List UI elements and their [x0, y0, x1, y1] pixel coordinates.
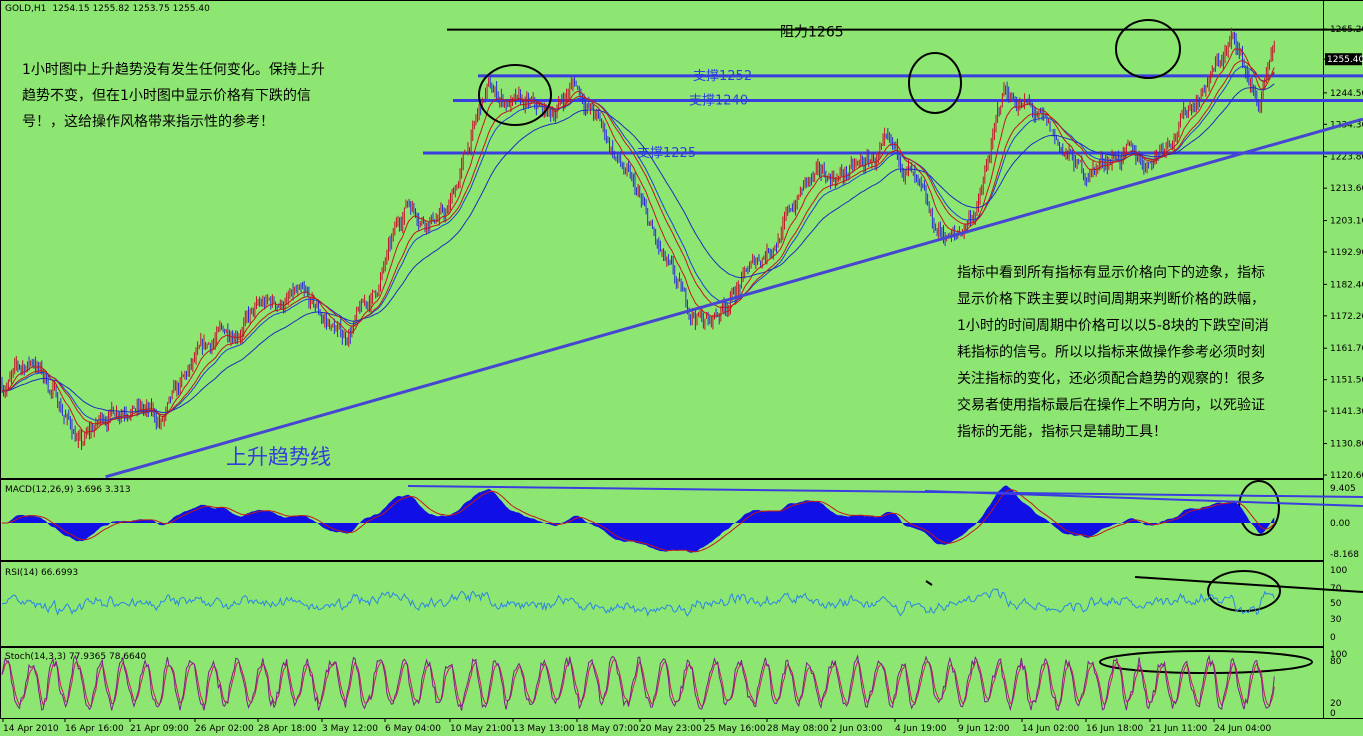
price-tick-label: 1192.90 — [1330, 248, 1363, 258]
stochastic-lines — [1, 654, 1275, 712]
time-tick-label: 21 Apr 09:00 — [130, 724, 189, 734]
indicator-tick-label: 100 — [1330, 650, 1347, 660]
time-tick-label: 10 May 21:00 — [450, 724, 512, 734]
time-tick-label: 28 May 08:00 — [767, 724, 829, 734]
indicator-tick-label: 9.405 — [1330, 484, 1356, 494]
rsi-mark — [925, 580, 933, 586]
note-line: 趋势不变，但在1小时图中显示价格有下跌的信 — [22, 88, 311, 104]
highlight-circle — [478, 64, 552, 126]
note-line: 指标的无能，指标只是辅助工具！ — [957, 424, 1167, 440]
indicator-tick-label: 0 — [1330, 633, 1336, 643]
ma-slow-line — [2, 83, 1275, 414]
level-label: 支撑1252 — [693, 69, 752, 84]
macd-trend-line — [924, 490, 1363, 507]
indicator-tick-label: 0.00 — [1330, 519, 1350, 529]
macd-trend-line — [407, 485, 1363, 498]
stoch-signal-line — [1, 659, 1275, 708]
rsi-series — [1, 588, 1275, 617]
stoch-panel[interactable] — [1, 648, 1323, 718]
rsi-panel[interactable] — [1, 562, 1323, 646]
time-tick-label: 9 Jun 12:00 — [958, 724, 1010, 734]
ma-slow-red-line — [1, 60, 1275, 425]
indicator-tick-label: 100 — [1330, 566, 1347, 576]
uptrend-line-stroke — [105, 117, 1363, 479]
time-tick-label: 28 Apr 18:00 — [258, 724, 317, 734]
rsi-title: RSI(14) 66.6993 — [5, 568, 78, 578]
price-tick-label: 1130.80 — [1330, 440, 1363, 450]
time-tick-label: 16 Jun 18:00 — [1086, 724, 1143, 734]
highlight-circle — [1115, 19, 1181, 79]
uptrend-line-label: 上升趋势线 — [226, 445, 331, 469]
indicator-tick-label: 70 — [1330, 584, 1342, 594]
time-tick-label: 20 May 23:00 — [640, 724, 702, 734]
current-price-tag: 1255.40 — [1325, 53, 1363, 66]
time-axis-labels: 14 Apr 2010 16 Apr 16:00 21 Apr 09:00 26 Ap… — [2, 718, 1271, 734]
highlight-circle — [908, 52, 962, 114]
indicator-tick-label: 0 — [1330, 709, 1336, 719]
moving-average-lines — [1, 48, 1275, 433]
indicator-tick-label: -8.168 — [1330, 550, 1359, 560]
price-tick-label: 1151.50 — [1330, 376, 1363, 386]
time-tick-label: 3 May 12:00 — [322, 724, 378, 734]
price-tick-label: 1161.70 — [1330, 344, 1363, 354]
price-tick-label: 1213.60 — [1330, 184, 1363, 194]
price-tick-label: 1244.50 — [1330, 89, 1363, 99]
price-tick-label: 1120.60 — [1330, 471, 1363, 481]
stoch-title: Stoch(14,3,3) 77.9365 78.6640 — [5, 652, 146, 662]
note-line: 显示价格下跌主要以时间周期来判断价格的跌幅， — [957, 292, 1265, 308]
note-line: 关注指标的变化，还必须配合趋势的观察的！很多 — [957, 370, 1265, 387]
rsi-line — [1, 576, 1363, 617]
price-tick-label: 1172.20 — [1330, 312, 1363, 322]
price-tick-label: 1141.30 — [1330, 407, 1363, 417]
time-tick-label: 24 Jun 04:00 — [1214, 724, 1271, 734]
macd-histogram — [2, 485, 1363, 553]
note-line: 指标中看到所有指标有显示价格向下的迹象，指标 — [957, 265, 1265, 281]
time-tick-label: 13 May 13:00 — [513, 724, 575, 734]
level-label: 支撑1225 — [637, 146, 696, 161]
time-axis — [0, 719, 1363, 736]
price-tick-label: 1223.80 — [1330, 153, 1363, 163]
time-tick-label: 16 Apr 16:00 — [65, 724, 124, 734]
rsi-trend-line — [1134, 576, 1363, 593]
highlight-circles — [478, 19, 1313, 674]
time-tick-label: 6 May 04:00 — [385, 724, 441, 734]
stoch-main-line — [1, 654, 1275, 712]
note-line: 1小时图中上升趋势没有发生任何变化。保持上升 — [22, 62, 325, 78]
symbol-title: GOLD,H1 1254.15 1255.82 1253.75 1255.40 — [5, 4, 210, 14]
price-tick-label: 1182.40 — [1330, 280, 1363, 290]
note-line: 号！，这给操作风格带来指示性的参考！ — [22, 113, 274, 130]
price-tick-label: 1203.10 — [1330, 217, 1363, 227]
time-tick-label: 14 Apr 2010 — [3, 724, 59, 734]
time-tick-label: 4 Jun 19:00 — [895, 724, 947, 734]
level-label: 支撑1240 — [689, 94, 748, 109]
time-tick-label: 26 Apr 02:00 — [195, 724, 254, 734]
note-line: 1小时的时间周期中价格可以以5-8块的下跌空间消 — [957, 318, 1269, 334]
price-axis — [1324, 1, 1363, 718]
indicator-tick-label: 20 — [1330, 699, 1342, 709]
macd-title: MACD(12,26,9) 3.696 3.313 — [5, 485, 131, 495]
time-tick-label: 2 Jun 03:00 — [831, 724, 883, 734]
analysis-note-left: 1小时图中上升趋势没有发生任何变化。保持上升趋势不变，但在1小时图中显示价格有下… — [22, 62, 325, 130]
level-label: 阻力1265 — [780, 25, 844, 41]
time-tick-label: 21 Jun 11:00 — [1150, 724, 1207, 734]
svg-text:1255.40: 1255.40 — [1327, 55, 1363, 65]
indicator-tick-label: 30 — [1330, 615, 1342, 625]
rsi-highlight-circle — [1207, 570, 1281, 612]
indicator-tick-label: 50 — [1330, 599, 1342, 609]
time-tick-label: 14 Jun 02:00 — [1022, 724, 1079, 734]
macd-histogram-area — [2, 485, 1275, 553]
time-tick-label: 25 May 16:00 — [704, 724, 766, 734]
indicator-tick-label: 80 — [1330, 657, 1342, 667]
time-tick-label: 18 May 07:00 — [577, 724, 639, 734]
price-panel[interactable] — [1, 1, 1323, 478]
uptrend-line: 上升趋势线 — [105, 117, 1363, 479]
note-line: 耗指标的信号。所以以指标来做操作参考必须时刻 — [957, 344, 1265, 361]
analysis-note-right: 指标中看到所有指标有显示价格向下的迹象，指标显示价格下跌主要以时间周期来判断价格… — [957, 265, 1269, 440]
macd-signal-line — [2, 489, 1275, 553]
note-line: 交易者使用指标最后在操作上不明方向，以死验证 — [957, 397, 1265, 414]
support-resistance-lines: 阻力1265 支撑1252 支撑1240 支撑1225 — [423, 25, 1363, 161]
